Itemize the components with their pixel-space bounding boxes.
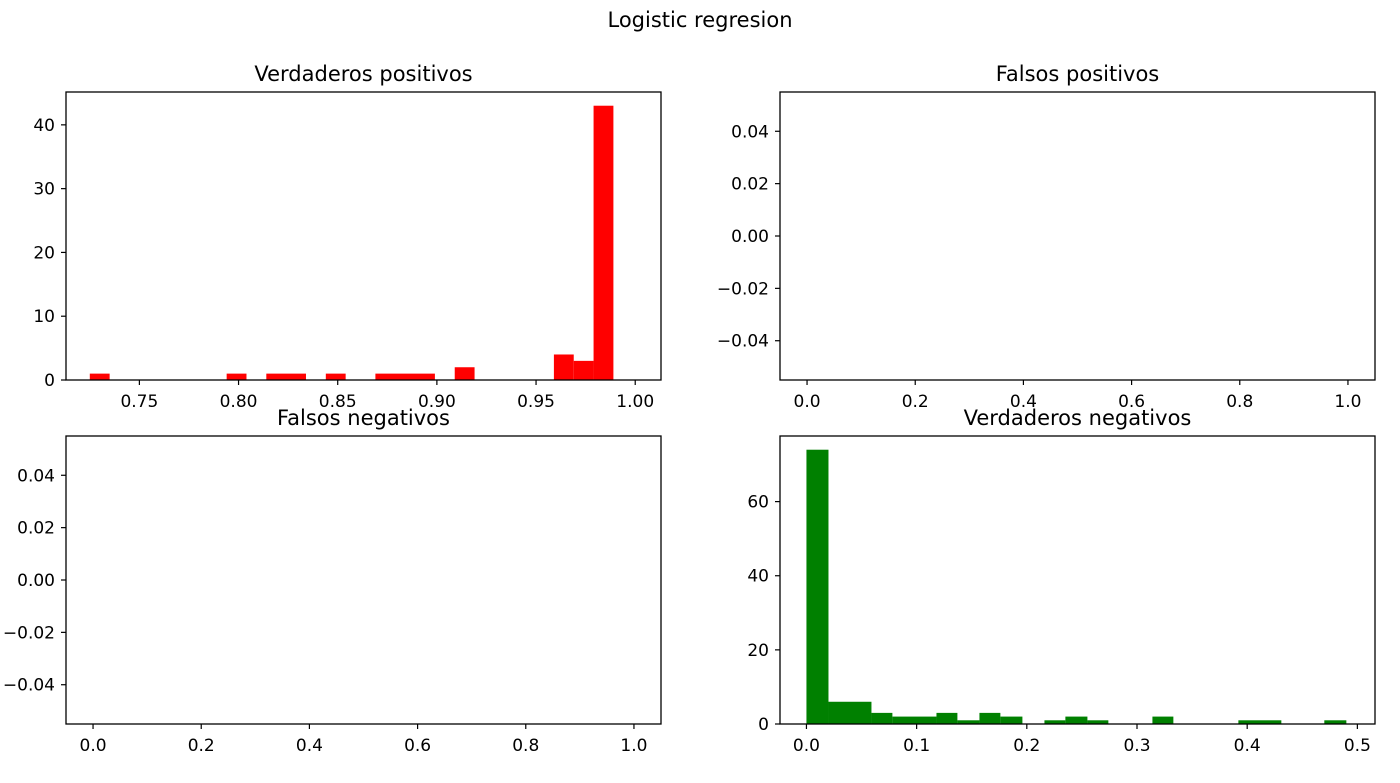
x-tick-label: 0.1 (903, 736, 930, 756)
x-tick-label: 0.6 (1118, 392, 1145, 412)
y-tick-label: 0 (44, 371, 55, 391)
histogram-bar (828, 701, 872, 724)
x-tick-label: 0.2 (188, 736, 215, 756)
subplot-2: Falsos positivos 0.0 0.2 0.4 0.6 0.8 1.0 −0.04 −… (717, 62, 1376, 412)
x-tick-label: 0.0 (794, 392, 821, 412)
histogram-bar (936, 712, 958, 724)
x-tick-label: 0.80 (220, 392, 258, 412)
histogram-bar (325, 373, 346, 380)
histogram-bar (1087, 720, 1109, 724)
histogram-bar (1044, 720, 1066, 724)
x-tick-label: 0.0 (793, 736, 820, 756)
histogram-bar (573, 360, 594, 380)
y-tick-label: −0.02 (717, 279, 769, 299)
histogram-bar (957, 720, 980, 724)
x-tick-label: 0.4 (1010, 392, 1037, 412)
y-tick-label: −0.04 (717, 332, 769, 352)
histogram-bar (266, 373, 306, 380)
histogram-bar (89, 373, 110, 380)
y-tick-label: 20 (33, 243, 55, 263)
subplot-4: Verdaderos negativos 0.0 0.1 0.2 0.3 0.4 0.5 0 2… (747, 406, 1376, 756)
subplot-title: Falsos positivos (996, 62, 1160, 86)
histogram-bar (871, 712, 893, 724)
x-tick-label: 0.5 (1344, 736, 1371, 756)
subplot-title: Falsos negativos (277, 406, 450, 430)
histogram-bar (454, 367, 475, 380)
histogram-bar (1000, 716, 1023, 724)
y-tick-label: 0.02 (17, 519, 55, 539)
x-tick-label: 0.90 (418, 392, 456, 412)
y-tick-label: 0.00 (731, 227, 769, 247)
histogram-bar (226, 373, 247, 380)
histogram-bar (375, 373, 435, 380)
x-tick-label: 0.0 (80, 736, 107, 756)
axes-frame (779, 91, 1376, 381)
y-tick-label: −0.04 (3, 676, 55, 696)
y-tick-label: 40 (33, 116, 55, 136)
x-tick-label: 0.85 (319, 392, 357, 412)
y-tick-label: 0.00 (17, 571, 55, 591)
y-tick-label: 0.04 (731, 122, 769, 142)
x-tick-label: 0.2 (902, 392, 929, 412)
x-tick-label: 0.8 (512, 736, 539, 756)
histogram-bar (1065, 716, 1088, 724)
x-tick-label: 1.0 (1334, 392, 1361, 412)
histogram-bar (979, 712, 1001, 724)
subplot-title: Verdaderos negativos (964, 406, 1192, 430)
axes-frame (779, 435, 1376, 725)
histogram-bar (1238, 720, 1282, 724)
subplot-title: Verdaderos positivos (254, 62, 472, 86)
x-tick-label: 0.75 (120, 392, 158, 412)
histogram-bar (593, 105, 614, 380)
axes-frame (65, 435, 662, 725)
x-tick-label: 0.8 (1226, 392, 1253, 412)
histogram-bar (1324, 720, 1347, 724)
histogram-bar (553, 354, 574, 380)
y-tick-label: 10 (33, 307, 55, 327)
axes-frame (65, 91, 662, 381)
histogram-bar (892, 716, 937, 724)
y-tick-label: 0.02 (731, 175, 769, 195)
y-tick-label: 0.04 (17, 466, 55, 486)
y-tick-label: 0 (758, 715, 769, 735)
y-tick-label: 30 (33, 180, 55, 200)
x-tick-label: 0.3 (1123, 736, 1150, 756)
y-tick-label: 60 (747, 493, 769, 513)
y-tick-label: 20 (747, 641, 769, 661)
x-tick-label: 0.4 (1234, 736, 1261, 756)
figure-title: Logistic regresion (607, 8, 792, 32)
subplot-1: Verdaderos positivos 0.75 0.80 0.85 0.90 0.95… (33, 62, 662, 412)
x-tick-label: 1.0 (620, 736, 647, 756)
histogram-bar (806, 449, 829, 724)
x-tick-label: 0.4 (296, 736, 323, 756)
x-tick-label: 1.00 (616, 392, 654, 412)
subplot-3: Falsos negativos 0.0 0.2 0.4 0.6 0.8 1.0 −0.04 −… (3, 406, 662, 756)
y-tick-label: 40 (747, 567, 769, 587)
histogram-bar (1152, 716, 1174, 724)
x-tick-label: 0.6 (404, 736, 431, 756)
y-tick-label: −0.02 (3, 623, 55, 643)
x-tick-label: 0.2 (1013, 736, 1040, 756)
x-tick-label: 0.95 (517, 392, 555, 412)
